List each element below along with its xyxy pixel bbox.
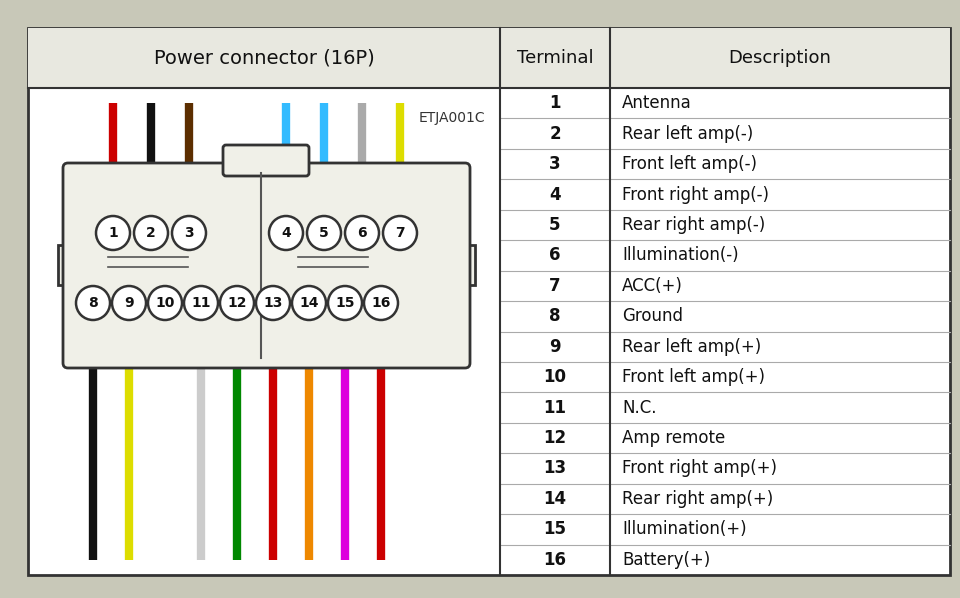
Text: Rear right amp(-): Rear right amp(-) (622, 216, 765, 234)
Text: 7: 7 (396, 226, 405, 240)
Text: 1: 1 (108, 226, 118, 240)
Text: Rear left amp(-): Rear left amp(-) (622, 124, 754, 143)
Bar (457, 245, 475, 285)
Text: Terminal: Terminal (516, 49, 593, 67)
Circle shape (220, 286, 254, 320)
Bar (28, 28, 950, 88)
Text: Front right amp(-): Front right amp(-) (622, 185, 769, 203)
Circle shape (96, 216, 130, 250)
Text: Rear left amp(+): Rear left amp(+) (622, 338, 761, 356)
Text: Illumination(+): Illumination(+) (622, 520, 747, 538)
Text: 6: 6 (549, 246, 561, 264)
Text: 12: 12 (228, 296, 247, 310)
Text: ACC(+): ACC(+) (622, 277, 683, 295)
Text: 16: 16 (372, 296, 391, 310)
Circle shape (172, 216, 206, 250)
Text: 11: 11 (191, 296, 211, 310)
Circle shape (364, 286, 398, 320)
Circle shape (292, 286, 326, 320)
Text: 16: 16 (543, 551, 566, 569)
Text: Front right amp(+): Front right amp(+) (622, 459, 777, 477)
Text: 5: 5 (319, 226, 329, 240)
Text: 8: 8 (549, 307, 561, 325)
Text: 1: 1 (549, 94, 561, 112)
Text: 9: 9 (549, 338, 561, 356)
Text: 6: 6 (357, 226, 367, 240)
Text: 2: 2 (146, 226, 156, 240)
Text: Ground: Ground (622, 307, 683, 325)
Circle shape (112, 286, 146, 320)
Text: 15: 15 (543, 520, 566, 538)
Text: 14: 14 (543, 490, 566, 508)
Text: 5: 5 (549, 216, 561, 234)
Circle shape (256, 286, 290, 320)
Bar (58, 245, 76, 285)
Text: 12: 12 (543, 429, 566, 447)
Text: 4: 4 (281, 226, 291, 240)
Text: Antenna: Antenna (622, 94, 692, 112)
Text: N.C.: N.C. (622, 399, 657, 417)
Text: 10: 10 (156, 296, 175, 310)
Circle shape (307, 216, 341, 250)
Circle shape (269, 216, 303, 250)
Text: 4: 4 (549, 185, 561, 203)
Text: 7: 7 (549, 277, 561, 295)
Text: Front left amp(-): Front left amp(-) (622, 155, 757, 173)
Circle shape (76, 286, 110, 320)
Text: 13: 13 (263, 296, 282, 310)
Text: st: st (33, 33, 86, 81)
Text: ETJA001C: ETJA001C (419, 111, 485, 125)
Text: 14: 14 (300, 296, 319, 310)
Text: 3: 3 (184, 226, 194, 240)
Text: 8: 8 (88, 296, 98, 310)
Text: Front left amp(+): Front left amp(+) (622, 368, 765, 386)
Text: Power connector (16P): Power connector (16P) (154, 48, 374, 68)
Circle shape (184, 286, 218, 320)
Text: 13: 13 (543, 459, 566, 477)
Text: 15: 15 (335, 296, 355, 310)
Circle shape (345, 216, 379, 250)
Text: 10: 10 (543, 368, 566, 386)
Text: 3: 3 (549, 155, 561, 173)
FancyBboxPatch shape (223, 145, 309, 176)
FancyBboxPatch shape (63, 163, 470, 368)
Text: Battery(+): Battery(+) (622, 551, 710, 569)
Circle shape (328, 286, 362, 320)
Text: Rear right amp(+): Rear right amp(+) (622, 490, 773, 508)
Text: 2: 2 (549, 124, 561, 143)
Text: 9: 9 (124, 296, 133, 310)
Text: 11: 11 (543, 399, 566, 417)
Circle shape (134, 216, 168, 250)
Text: Amp remote: Amp remote (622, 429, 725, 447)
Circle shape (383, 216, 417, 250)
Text: Illumination(-): Illumination(-) (622, 246, 738, 264)
Text: Description: Description (729, 49, 831, 67)
Circle shape (148, 286, 182, 320)
